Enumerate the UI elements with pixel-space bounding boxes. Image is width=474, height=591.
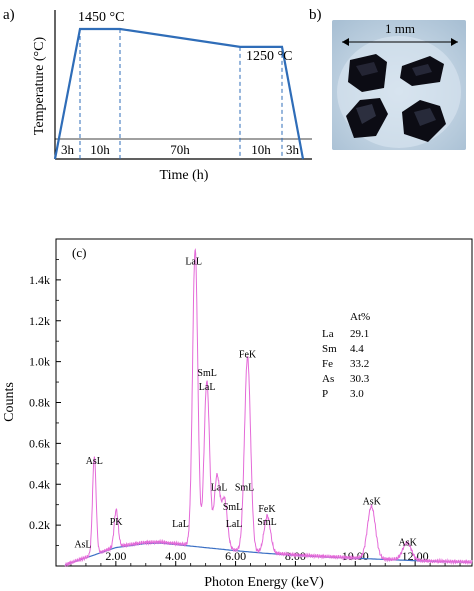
panel-b-label: b) [309,7,322,23]
annotation-1450: 1450 °C [78,10,124,25]
composition-element: P [322,388,328,400]
composition-table: At% La 29.1 Sm 4.4 Fe 33.2 As 30.3 P 3.0 [322,311,370,400]
peak-label: AsL [74,540,91,551]
segment-label: 10h [251,142,271,157]
peak-label: LaL [226,519,243,530]
peak-label: SmL [223,502,242,513]
x-tick-label: 10.00 [342,549,369,563]
peak-label: FeK [258,504,276,515]
peak-label: AsK [398,538,417,549]
composition-value: 29.1 [350,328,369,340]
peak-label: LaL [172,519,189,530]
composition-value: 30.3 [350,373,370,385]
spectrum-line [64,248,473,568]
panel-a-segment-labels: 3h 10h 70h 10h 3h [61,142,300,157]
segment-label: 10h [90,142,110,157]
crystal-photo-drawing: 1 mm [332,20,466,150]
panel-c-label: (c) [72,245,86,260]
panel-c-ticks: 2.00 4.00 6.00 8.00 10.00 12.000.2k0.4k0.6k0.… [29,259,461,566]
crystal-photo: 1 mm [332,20,466,150]
composition-element: As [322,373,334,385]
peak-label: FeK [239,350,257,361]
panel-c-x-label: Photon Energy (keV) [204,575,324,590]
y-tick-label: 1.0k [29,355,50,369]
peak-label: AsK [363,497,382,508]
peak-labels: AsL AsL PK LaL LaL SmL LaL LaL SmL LaL SmL FeK FeK Sm… [74,257,417,551]
peak-label: SmL [235,482,254,493]
peak-label: AsL [86,456,103,467]
annotation-1250: 1250 °C [246,49,292,64]
x-tick-label: 4.00 [165,549,186,563]
composition-header: At% [350,311,370,323]
eds-spectrum-chart: (c) 2.00 4.00 6.00 8.00 10.00 12.000.2k0.4k0.… [2,238,473,590]
y-tick-label: 1.2k [29,314,50,328]
panel-a-label: a) [3,7,15,23]
temperature-profile-line [53,27,305,160]
segment-label: 3h [61,142,75,157]
panel-a-y-label: Temperature (°C) [32,37,47,136]
panel-c-y-label: Counts [2,382,17,422]
composition-element: Sm [322,343,337,355]
composition-element: Fe [322,358,333,370]
segment-label: 3h [286,142,300,157]
y-tick-label: 0.2k [29,518,50,532]
peak-label: PK [110,517,124,528]
peak-label: SmL [257,517,276,528]
composition-value: 33.2 [350,358,369,370]
peak-label: LaL [199,382,216,393]
composition-value: 4.4 [350,343,364,355]
segment-label: 70h [170,142,190,157]
peak-label: SmL [197,368,216,379]
y-tick-label: 0.6k [29,436,50,450]
x-tick-label: 6.00 [225,549,246,563]
composition-element: La [322,328,334,340]
y-tick-label: 1.4k [29,273,50,287]
x-tick-label: 2.00 [105,549,126,563]
y-tick-label: 0.4k [29,477,50,491]
scale-label: 1 mm [385,21,415,36]
panel-a-segment-dividers [79,29,283,159]
composition-value: 3.0 [350,388,364,400]
panel-a-x-label: Time (h) [160,168,209,183]
peak-label: LaL [185,257,202,268]
y-tick-label: 0.8k [29,396,50,410]
peak-label: LaL [211,482,228,493]
